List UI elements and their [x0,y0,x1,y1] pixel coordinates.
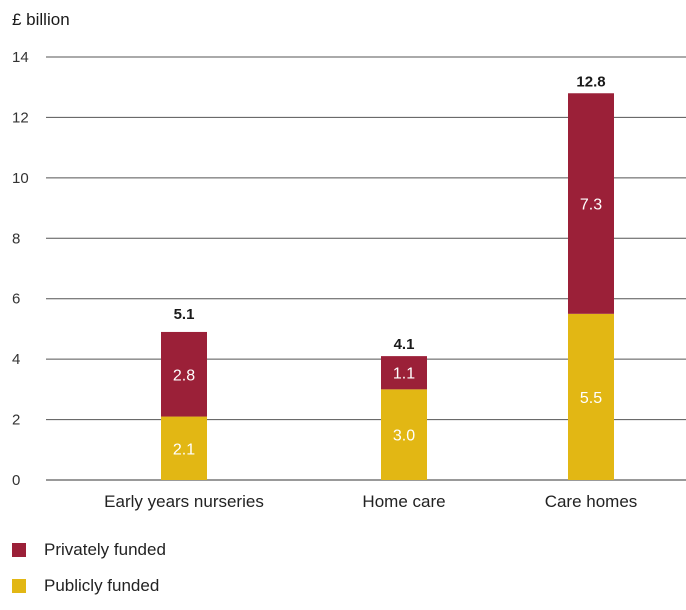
legend-swatch-publicly-funded [12,579,26,593]
y-tick-label: 0 [12,472,20,489]
bar-total-label: 12.8 [576,73,605,90]
bar-value-label: 3.0 [393,428,415,445]
bars: 2.1 2.8 5.1 3.0 1.1 4.1 5.5 7.3 12.8 [161,73,614,480]
y-tick-label: 14 [12,49,29,66]
y-tick-label: 2 [12,412,20,429]
bar-value-label: 1.1 [393,366,415,383]
bar-segment [161,331,207,417]
bar-value-label: 2.1 [173,441,195,458]
gridlines [46,56,686,481]
stacked-bar-chart: £ billion 0 2 4 6 8 10 12 14 2.1 2.8 5.1 3.0 1.1 4.1… [12,10,686,511]
y-tick-label: 10 [12,170,29,187]
bar-segment [381,389,427,480]
bar-segment [381,356,427,390]
bar-segment [568,313,614,480]
bar-segment [568,93,614,314]
y-tick-label: 8 [12,230,20,247]
legend-label-privately-funded: Privately funded [44,540,166,559]
y-tick-label: 12 [12,109,29,126]
category-label: Home care [362,492,445,511]
bar-segment [161,416,207,480]
bar-value-label: 5.5 [580,390,602,407]
legend-item-publicly-funded: Publicly funded [12,574,166,598]
category-labels: Early years nurseries Home care Care homes [104,492,637,511]
bar-value-label: 7.3 [580,197,602,214]
legend-item-privately-funded: Privately funded [12,538,166,562]
y-tick-labels: 0 2 4 6 8 10 12 14 [12,49,29,489]
category-label: Early years nurseries [104,492,264,511]
bar-total-label: 5.1 [174,306,195,323]
bar-total-label: 4.1 [394,336,415,353]
y-axis-label: £ billion [12,10,70,29]
category-label: Care homes [545,492,638,511]
y-tick-label: 4 [12,351,20,368]
legend-label-publicly-funded: Publicly funded [44,576,160,595]
legend: Privately funded Publicly funded [12,538,166,610]
bar-value-label: 2.8 [173,367,195,384]
legend-swatch-privately-funded [12,543,26,557]
y-tick-label: 6 [12,291,20,308]
